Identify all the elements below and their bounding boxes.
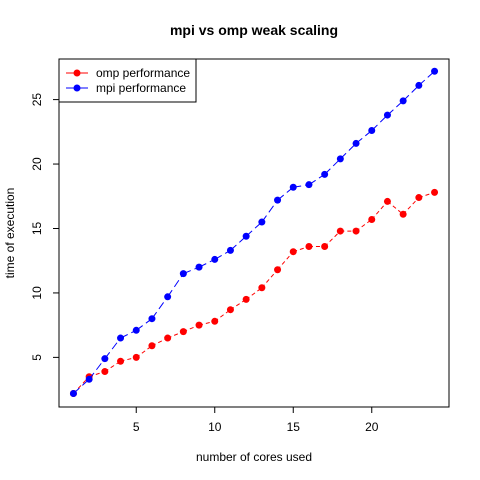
series-segment (230, 235, 247, 251)
data-point (305, 243, 313, 251)
legend-box (58, 58, 197, 103)
legend-label-omp: omp performance (96, 66, 190, 80)
data-point (242, 232, 250, 240)
data-point (368, 215, 376, 223)
series-segment (324, 158, 341, 175)
data-point (148, 342, 156, 350)
data-point (399, 97, 407, 105)
data-point (368, 127, 376, 135)
x-axis: 5 10 15 20 (133, 406, 379, 434)
legend-marker-mpi (73, 84, 81, 92)
series-omp (69, 188, 439, 397)
data-point (179, 270, 187, 278)
data-point (69, 389, 77, 397)
series-segment (104, 337, 121, 359)
y-tick-label: 25 (30, 93, 44, 107)
legend: omp performance mpi performance (58, 58, 197, 103)
data-point (274, 266, 282, 274)
legend-label-mpi: mpi performance (96, 81, 186, 95)
data-point (164, 293, 172, 301)
series-segment (261, 269, 278, 289)
series-segment (371, 201, 388, 220)
legend-marker-omp (73, 69, 81, 77)
series-mpi (69, 67, 439, 397)
series-segment (324, 230, 341, 247)
y-axis: 5 10 15 20 25 (30, 93, 60, 361)
data-point (101, 368, 109, 376)
data-point (289, 248, 297, 256)
data-point (211, 317, 219, 325)
data-point (258, 218, 266, 226)
y-tick-label: 20 (30, 157, 44, 171)
data-point (85, 375, 93, 383)
series-segment (402, 85, 420, 102)
data-point (415, 194, 423, 202)
x-axis-label: number of cores used (196, 450, 312, 464)
data-point (242, 295, 250, 303)
series-segment (88, 358, 106, 380)
data-point (258, 284, 266, 292)
series-segment (418, 70, 435, 86)
data-point (132, 326, 140, 334)
data-point (132, 353, 140, 361)
x-tick-label: 20 (365, 420, 379, 434)
data-point (321, 243, 329, 251)
data-point (352, 139, 360, 147)
data-point (195, 321, 203, 329)
series-segment (340, 143, 357, 160)
data-point (289, 183, 297, 191)
chart-title: mpi vs omp weak scaling (170, 22, 338, 38)
series-segment (151, 296, 169, 320)
data-point (101, 355, 109, 363)
data-point (383, 111, 391, 119)
x-tick-label: 10 (208, 420, 222, 434)
series-segment (387, 100, 404, 116)
x-tick-label: 5 (133, 420, 140, 434)
x-tick-label: 15 (287, 420, 301, 434)
data-point (336, 155, 344, 163)
data-point (148, 315, 156, 323)
data-point (226, 246, 234, 254)
data-point (179, 328, 187, 336)
data-point (117, 357, 125, 365)
y-tick-label: 5 (30, 354, 44, 361)
data-point (211, 255, 219, 263)
data-point (226, 306, 234, 314)
series-segment (277, 251, 294, 271)
data-point (431, 188, 439, 196)
series-segment (73, 378, 90, 394)
data-point (336, 227, 344, 235)
data-point (415, 81, 423, 89)
series-segment (371, 114, 388, 131)
data-point (352, 227, 360, 235)
data-point (383, 197, 391, 205)
data-point (399, 210, 407, 218)
data-point (305, 181, 313, 189)
series-segment (261, 199, 278, 223)
data-point (164, 334, 172, 342)
y-axis-label: time of execution (3, 188, 17, 279)
series-layer (69, 67, 439, 397)
y-tick-label: 15 (30, 221, 44, 235)
data-point (117, 334, 125, 342)
y-tick-label: 10 (30, 286, 44, 300)
series-segment (167, 273, 184, 298)
data-point (274, 196, 282, 204)
series-segment (402, 197, 420, 215)
series-segment (245, 221, 263, 237)
data-point (195, 263, 203, 271)
data-point (431, 67, 439, 75)
data-point (321, 170, 329, 178)
plot-frame (58, 58, 450, 408)
